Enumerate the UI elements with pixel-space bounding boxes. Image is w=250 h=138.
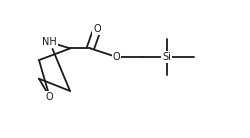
Text: Si: Si: [162, 52, 171, 62]
Text: O: O: [46, 92, 54, 102]
Text: O: O: [113, 52, 120, 62]
Text: NH: NH: [42, 37, 57, 47]
Text: O: O: [93, 24, 101, 34]
